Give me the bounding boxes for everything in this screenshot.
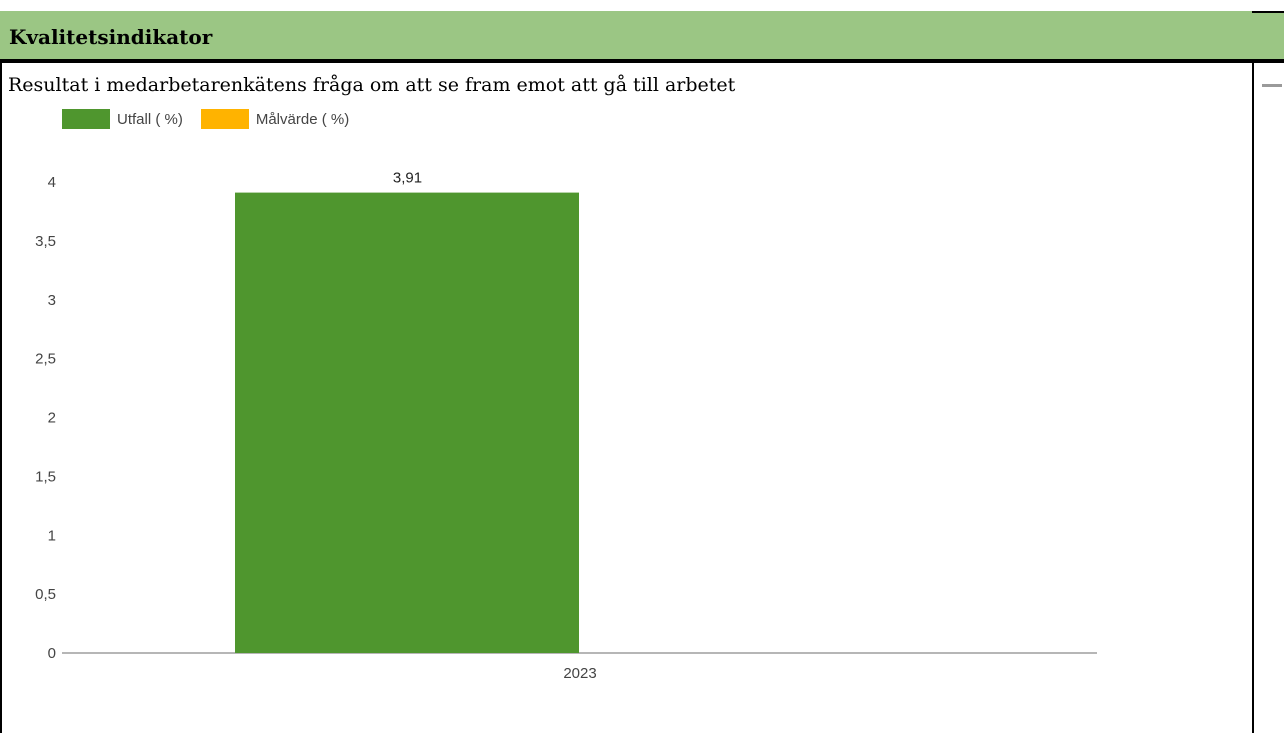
top-strip (0, 0, 1284, 11)
cell-border-left (0, 63, 2, 733)
section-title: Kvalitetsindikator (9, 25, 213, 49)
bar-data-label: 3,91 (393, 170, 422, 187)
y-tick-label: 0 (48, 645, 56, 662)
cell-border-right (1252, 63, 1254, 733)
y-tick-label: 0,5 (35, 586, 56, 603)
legend-item-utfall[interactable]: Utfall ( %) (62, 109, 183, 129)
bars (235, 192, 579, 653)
corner-line (1252, 11, 1284, 13)
y-tick-label: 3 (48, 292, 56, 309)
y-tick-label: 3,5 (35, 233, 56, 250)
legend-swatch-malvarde (200, 109, 249, 129)
x-axis-ticks: 2023 (563, 665, 596, 682)
chart-title: Resultat i medarbetarenkätens fråga om a… (8, 74, 736, 96)
bar-chart: 0 0,5 1 1,5 2 2,5 3 3,5 4 3,91 2023 (35, 170, 1097, 682)
y-tick-label: 4 (48, 174, 56, 191)
bar-2023-0 (235, 192, 579, 653)
bar-data-labels: 3,91 (393, 170, 422, 187)
legend-swatch-utfall (62, 109, 110, 129)
x-tick-label: 2023 (563, 665, 596, 682)
legend-item-malvarde[interactable]: Målvärde ( %) (200, 109, 350, 129)
y-tick-label: 1 (48, 527, 56, 544)
legend-label-utfall: Utfall ( %) (117, 110, 183, 128)
legend-label-malvarde: Målvärde ( %) (255, 110, 350, 128)
collapse-icon[interactable] (1262, 84, 1282, 87)
y-tick-label: 2,5 (35, 351, 56, 368)
chart-legend: Utfall ( %) Målvärde ( %) (62, 109, 367, 129)
y-tick-label: 2 (48, 410, 56, 427)
y-tick-label: 1,5 (35, 468, 56, 485)
y-axis-ticks: 0 0,5 1 1,5 2 2,5 3 3,5 4 (35, 174, 56, 662)
header-band: Kvalitetsindikator (0, 11, 1284, 63)
